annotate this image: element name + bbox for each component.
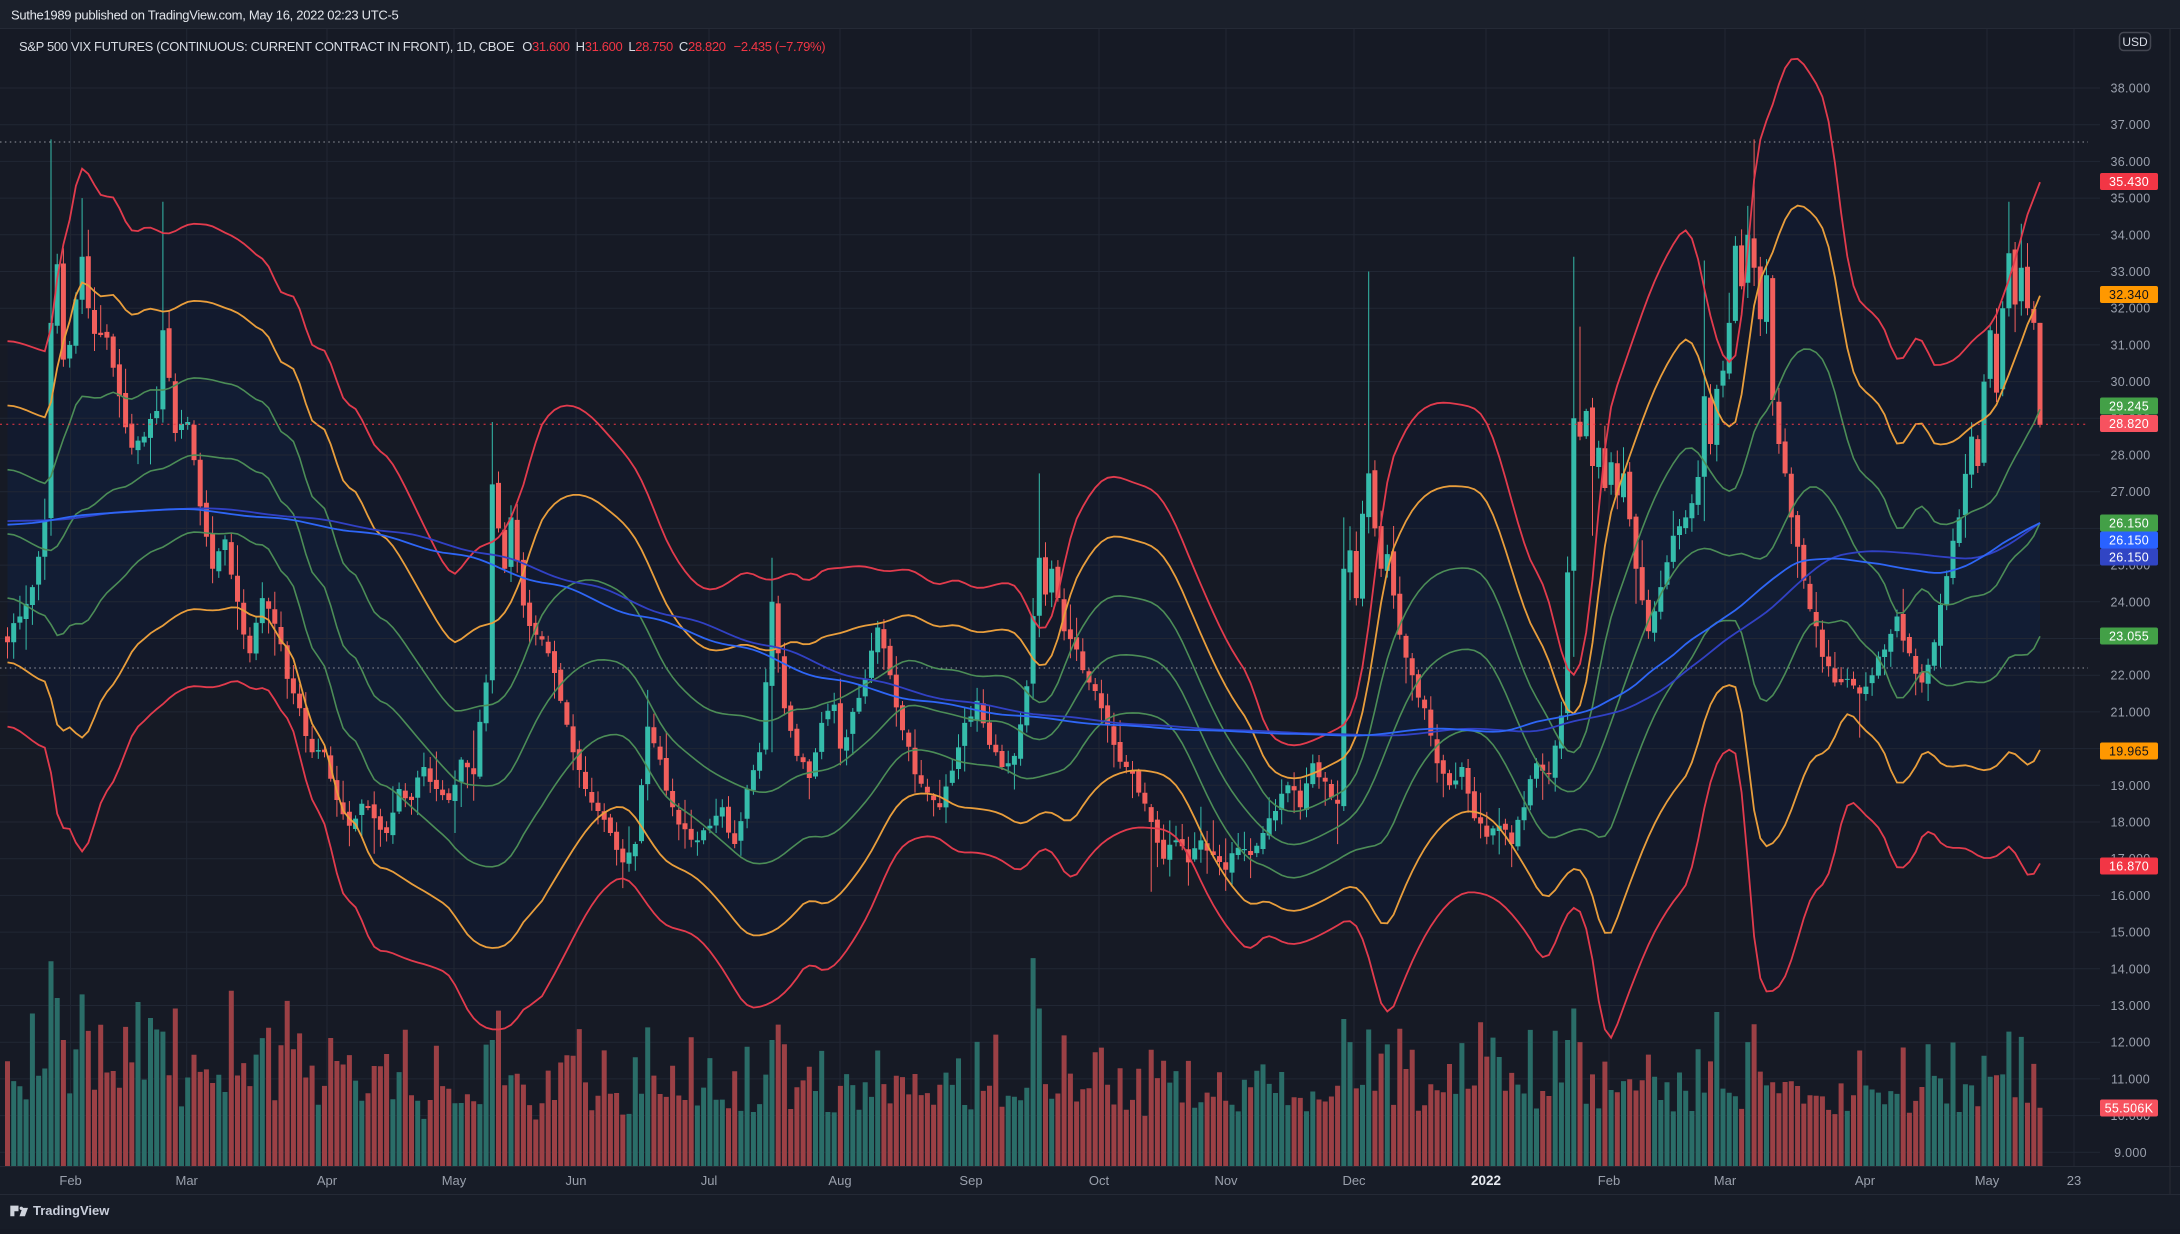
svg-text:28.000: 28.000 bbox=[2110, 449, 2150, 463]
svg-text:Feb: Feb bbox=[1598, 1173, 1620, 1188]
svg-text:14.000: 14.000 bbox=[2110, 962, 2150, 976]
svg-text:Jun: Jun bbox=[566, 1173, 587, 1188]
svg-text:23.055: 23.055 bbox=[2109, 630, 2149, 644]
svg-text:29.245: 29.245 bbox=[2109, 400, 2149, 414]
svg-text:55.506K: 55.506K bbox=[2105, 1102, 2154, 1116]
svg-text:15.000: 15.000 bbox=[2110, 926, 2150, 940]
svg-text:Apr: Apr bbox=[1855, 1173, 1876, 1188]
svg-text:Apr: Apr bbox=[317, 1173, 338, 1188]
svg-text:24.000: 24.000 bbox=[2110, 595, 2150, 609]
svg-text:13.000: 13.000 bbox=[2110, 999, 2150, 1013]
svg-text:Sep: Sep bbox=[959, 1173, 982, 1188]
svg-text:12.000: 12.000 bbox=[2110, 1036, 2150, 1050]
svg-text:33.000: 33.000 bbox=[2110, 265, 2150, 279]
svg-text:Aug: Aug bbox=[828, 1173, 851, 1188]
svg-text:16.870: 16.870 bbox=[2109, 860, 2149, 874]
svg-text:26.150: 26.150 bbox=[2109, 534, 2149, 548]
svg-text:16.000: 16.000 bbox=[2110, 889, 2150, 903]
svg-text:19.000: 19.000 bbox=[2110, 779, 2150, 793]
svg-text:9.000: 9.000 bbox=[2114, 1146, 2147, 1160]
svg-text:32.000: 32.000 bbox=[2110, 302, 2150, 316]
svg-text:35.430: 35.430 bbox=[2109, 175, 2149, 189]
svg-text:May: May bbox=[1975, 1173, 2000, 1188]
svg-text:32.340: 32.340 bbox=[2109, 288, 2149, 302]
svg-text:36.000: 36.000 bbox=[2110, 155, 2150, 169]
svg-text:Dec: Dec bbox=[1342, 1173, 1366, 1188]
svg-text:Jul: Jul bbox=[701, 1173, 718, 1188]
svg-text:28.820: 28.820 bbox=[2109, 417, 2149, 431]
svg-text:27.000: 27.000 bbox=[2110, 485, 2150, 499]
svg-text:2022: 2022 bbox=[1471, 1173, 1501, 1188]
svg-text:37.000: 37.000 bbox=[2110, 118, 2150, 132]
svg-text:Oct: Oct bbox=[1089, 1173, 1110, 1188]
svg-text:Suthe1989 published on Trading: Suthe1989 published on TradingView.com, … bbox=[11, 8, 399, 23]
svg-text:31.000: 31.000 bbox=[2110, 338, 2150, 352]
svg-text:TradingView: TradingView bbox=[33, 1203, 110, 1218]
svg-text:26.150: 26.150 bbox=[2109, 517, 2149, 531]
svg-text:30.000: 30.000 bbox=[2110, 375, 2150, 389]
svg-text:19.965: 19.965 bbox=[2109, 745, 2149, 759]
svg-text:S&P 500 VIX FUTURES (CONTINUOU: S&P 500 VIX FUTURES (CONTINUOUS: CURRENT… bbox=[19, 39, 825, 54]
svg-text:Mar: Mar bbox=[176, 1173, 199, 1188]
svg-text:35.000: 35.000 bbox=[2110, 192, 2150, 206]
svg-text:Nov: Nov bbox=[1214, 1173, 1238, 1188]
svg-text:Mar: Mar bbox=[1714, 1173, 1737, 1188]
svg-text:11.000: 11.000 bbox=[2111, 1072, 2150, 1086]
svg-text:18.000: 18.000 bbox=[2110, 816, 2150, 830]
svg-text:38.000: 38.000 bbox=[2110, 82, 2150, 96]
svg-text:22.000: 22.000 bbox=[2110, 669, 2150, 683]
svg-text:21.000: 21.000 bbox=[2110, 705, 2150, 719]
svg-text:May: May bbox=[442, 1173, 467, 1188]
svg-text:34.000: 34.000 bbox=[2110, 228, 2150, 242]
svg-text:USD: USD bbox=[2122, 35, 2148, 49]
svg-text:26.150: 26.150 bbox=[2109, 551, 2149, 565]
svg-text:23: 23 bbox=[2067, 1173, 2081, 1188]
svg-text:Feb: Feb bbox=[59, 1173, 81, 1188]
